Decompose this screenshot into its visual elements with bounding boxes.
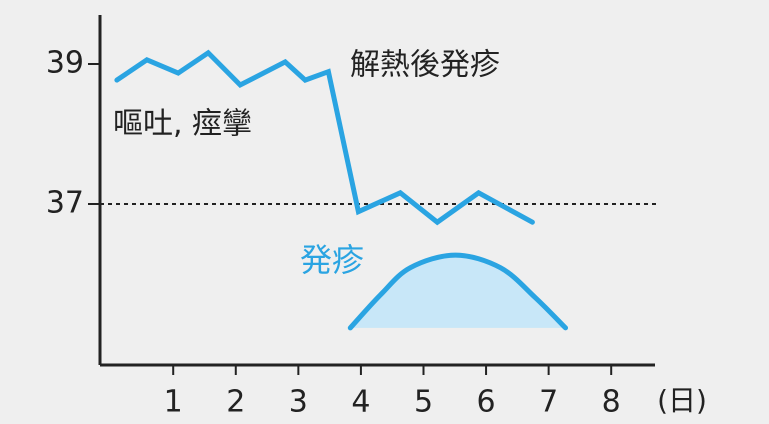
x-tick-label: 6 xyxy=(477,385,496,420)
x-tick-label: 8 xyxy=(602,385,621,420)
x-tick-label: 7 xyxy=(539,385,558,420)
x-tick-label: 2 xyxy=(226,385,245,420)
annotation: 解熱後発疹 xyxy=(350,48,500,83)
rash-curve xyxy=(347,252,569,331)
x-tick-label: 3 xyxy=(289,385,308,420)
x-tick-label: 1 xyxy=(164,385,183,420)
x-tick-label: 5 xyxy=(414,385,433,420)
y-tick-label: 39 xyxy=(46,46,84,81)
x-tick-label: 4 xyxy=(351,385,370,420)
y-tick-label: 37 xyxy=(46,186,84,221)
temperature-line xyxy=(114,49,535,226)
series-label: 発疹 xyxy=(300,241,364,279)
annotation: 嘔吐, 痙攣 xyxy=(113,107,252,142)
x-axis-label: (日) xyxy=(657,384,707,417)
